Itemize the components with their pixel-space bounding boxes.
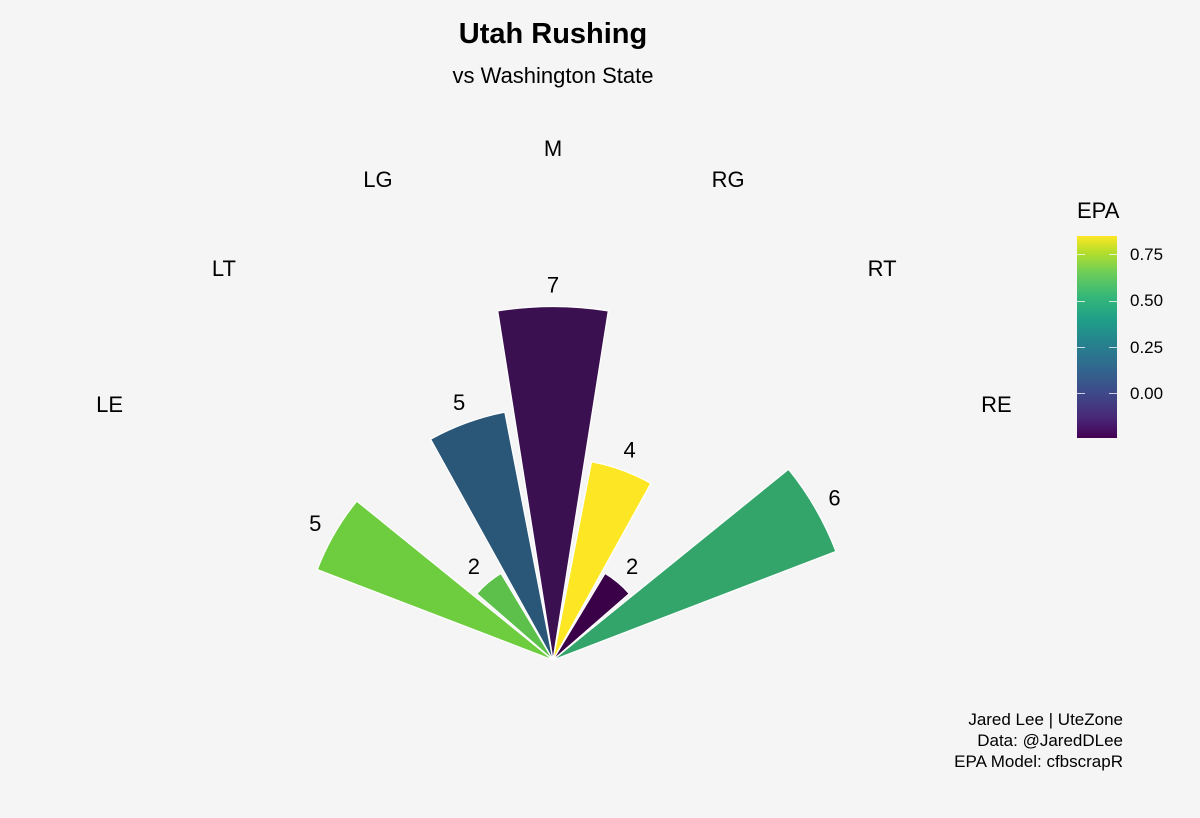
bar-value-label: 2 (626, 554, 638, 579)
category-label-rg: RG (712, 167, 745, 192)
legend-label: 0.75 (1130, 245, 1164, 264)
epa-colorbar (1077, 236, 1117, 438)
caption-line: EPA Model: cfbscrapR (954, 752, 1123, 771)
legend-label: 0.25 (1130, 338, 1164, 357)
bar-value-label: 4 (623, 438, 635, 463)
legend-tick (1077, 393, 1117, 394)
bar-value-label: 2 (468, 554, 480, 579)
chart-title: Utah Rushing (458, 18, 648, 50)
bar-value-label: 5 (309, 511, 321, 536)
category-label-m: M (544, 136, 562, 161)
category-label-lg: LG (363, 167, 392, 192)
legend-title: EPA (1077, 198, 1120, 223)
caption: Jared Lee | UteZone Data: @JaredDLee EPA… (954, 709, 1123, 772)
bar-lg (429, 411, 554, 661)
legend-tick (1077, 347, 1117, 348)
bar-lt (475, 572, 554, 661)
chart-subtitle: vs Washington State (452, 63, 654, 88)
bar-value-label: 5 (453, 390, 465, 415)
bar-value-label: 6 (828, 486, 840, 511)
bar-re (552, 468, 837, 661)
bar-value-label: 7 (547, 273, 559, 298)
bar-m (497, 305, 609, 661)
legend-label: 0.00 (1130, 384, 1164, 403)
caption-line: Jared Lee | UteZone (968, 710, 1123, 729)
category-label-lt: LT (212, 256, 236, 281)
category-label-rt: RT (868, 256, 897, 281)
legend-label: 0.50 (1130, 291, 1164, 310)
caption-line: Data: @JaredDLee (977, 731, 1123, 750)
category-label-re: RE (981, 392, 1012, 417)
legend-tick (1077, 301, 1117, 302)
bar-rt (552, 572, 631, 661)
legend-tick (1077, 254, 1117, 255)
bar-rg (552, 460, 652, 661)
bar-le (316, 500, 554, 661)
category-label-le: LE (96, 392, 123, 417)
